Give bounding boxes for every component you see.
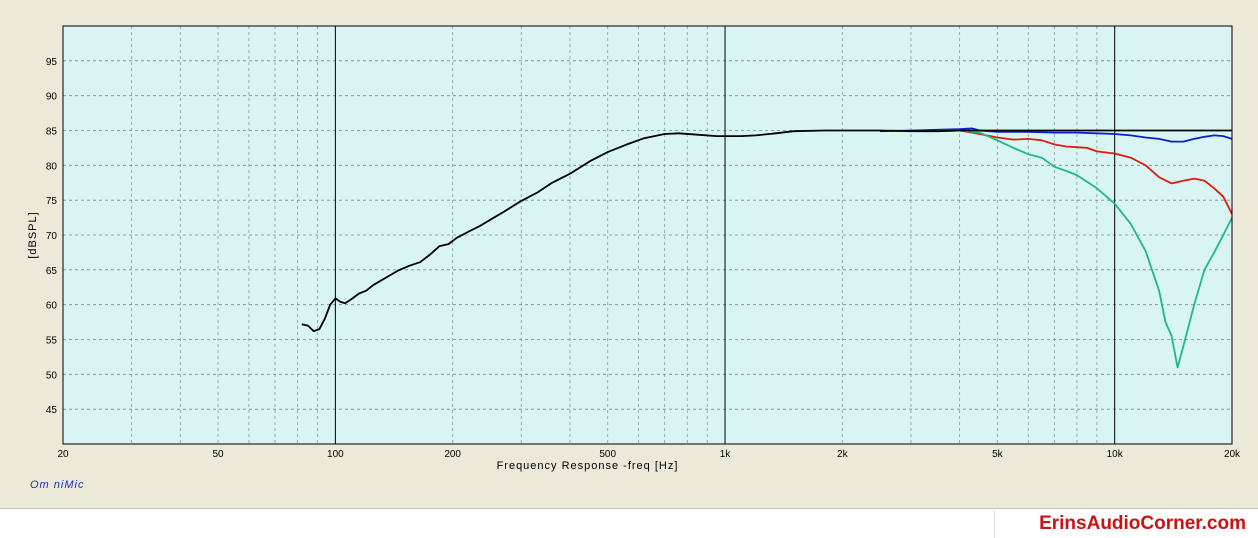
x-axis-label: Frequency Response -freq [Hz] xyxy=(497,460,679,472)
y-tick-label: 45 xyxy=(46,405,58,416)
y-tick-label: 50 xyxy=(46,370,58,381)
y-tick-label: 90 xyxy=(46,92,58,103)
y-tick-labels: 45 50 55 60 65 70 75 80 85 90 95 xyxy=(46,57,58,416)
decade-grid xyxy=(334,26,1116,444)
series-line-blue xyxy=(880,127,1233,143)
plot-border xyxy=(62,25,1233,445)
omnimic-window: 45 50 55 60 65 70 75 80 85 90 95 20 50 100 200 500 1k 2k… xyxy=(0,0,1258,509)
curves xyxy=(301,127,1233,369)
x-tick-label: 100 xyxy=(327,449,344,460)
y-tick-label: 60 xyxy=(46,301,58,312)
x-tick-label: 200 xyxy=(444,449,461,460)
y-tick-label: 65 xyxy=(46,266,58,277)
x-tick-label: 500 xyxy=(599,449,616,460)
x-tick-label: 2k xyxy=(837,449,849,460)
y-tick-label: 80 xyxy=(46,161,58,172)
x-tick-label: 5k xyxy=(992,449,1004,460)
y-tick-label: 85 xyxy=(46,127,58,138)
series-line-red xyxy=(936,129,1233,215)
base-response-line xyxy=(301,129,960,332)
y-tick-label: 55 xyxy=(46,336,58,347)
y-tick-label: 70 xyxy=(46,231,58,242)
x-tick-label: 1k xyxy=(720,449,732,460)
horizontal-grid xyxy=(63,60,1232,410)
y-tick-label: 75 xyxy=(46,196,58,207)
watermark: ErinsAudioCorner.com xyxy=(994,510,1258,538)
x-tick-label: 20 xyxy=(57,449,69,460)
y-axis-label: [dBSPL] xyxy=(27,211,39,258)
series-line-green xyxy=(936,129,1233,369)
app-label: Om niMic xyxy=(30,479,85,491)
x-tick-label: 20k xyxy=(1224,449,1241,460)
y-tick-label: 95 xyxy=(46,57,58,68)
x-tick-label: 10k xyxy=(1107,449,1124,460)
x-tick-labels: 20 50 100 200 500 1k 2k 5k 10k 20k xyxy=(57,449,1241,460)
frequency-response-chart: 45 50 55 60 65 70 75 80 85 90 95 20 50 100 200 500 1k 2k… xyxy=(27,25,1241,472)
x-tick-label: 50 xyxy=(213,449,225,460)
